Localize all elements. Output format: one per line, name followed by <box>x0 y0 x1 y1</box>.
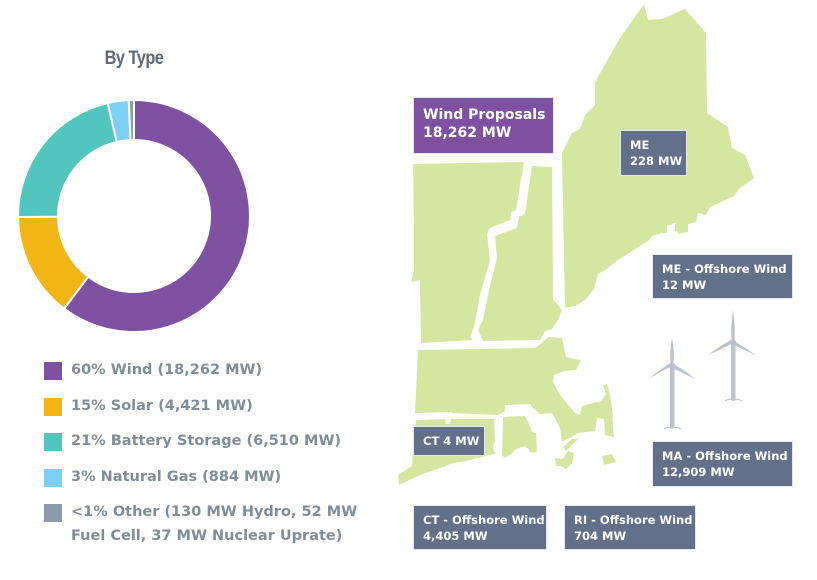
swatch-wind <box>44 362 62 380</box>
swatch-gas <box>44 468 62 487</box>
legend-label: 60% Wind (18,262 MW) <box>71 362 263 378</box>
me-offshore-title: ME - Offshore Wind <box>662 262 787 276</box>
legend-label: 21% Battery Storage (6,510 MW) <box>71 433 342 449</box>
wind-proposals-label: Wind Proposals 18,262 MW <box>414 98 553 153</box>
legend-item-battery: 21% Battery Storage (6,510 MW) <box>44 431 374 467</box>
legend-item-wind: 60% Wind (18,262 MW) <box>44 360 374 396</box>
state-vermont <box>411 162 524 343</box>
me-label-value: 228 MW <box>630 154 683 168</box>
wind-proposals-title: Wind Proposals <box>423 107 546 123</box>
state-ma <box>415 337 614 442</box>
ma-offshore-label: MA - Offshore Wind 12,909 MW <box>653 442 792 486</box>
legend-label: <1% Other (130 MW Hydro, 52 MW Fuel Cell… <box>71 500 357 548</box>
me-offshore-value: 12 MW <box>662 278 707 292</box>
wind-proposals-value: 18,262 MW <box>423 125 512 141</box>
ma-offshore-title: MA - Offshore Wind <box>662 449 788 463</box>
donut-slice-other <box>127 98 135 142</box>
me-label: ME 228 MW <box>621 131 686 175</box>
ri-offshore-value: 704 MW <box>574 529 627 543</box>
marthas-vineyard <box>555 451 574 469</box>
ct-offshore-title: CT - Offshore Wind <box>423 513 545 527</box>
ct-offshore-value: 4,405 MW <box>423 529 488 543</box>
donut-slice-battery-storage <box>17 101 118 218</box>
legend-label: 15% Solar (4,421 MW) <box>71 397 253 414</box>
swatch-other <box>44 504 62 522</box>
nantucket <box>602 454 616 465</box>
wind-turbine-1 <box>648 338 695 430</box>
wind-turbine-2 <box>708 310 757 402</box>
donut-slice-wind <box>62 98 251 333</box>
cape-cod <box>598 384 613 430</box>
me-offshore-label: ME - Offshore Wind 12 MW <box>653 255 792 298</box>
swatch-battery <box>44 433 62 451</box>
legend: 60% Wind (18,262 MW) 15% Solar (4,421 MW… <box>44 360 374 548</box>
state-shapes <box>398 4 754 485</box>
elizabeth-islands <box>563 439 578 451</box>
state-nh <box>478 166 562 341</box>
ct-label-title: CT 4 MW <box>423 434 480 448</box>
chart-title: By Type <box>104 48 164 69</box>
ri-offshore-title: RI - Offshore Wind <box>574 513 693 527</box>
legend-label: 3% Natural Gas (884 MW) <box>71 468 282 485</box>
legend-item-other: <1% Other (130 MW Hydro, 52 MW Fuel Cell… <box>44 502 374 548</box>
legend-label-line1: <1% Other (130 MW Hydro, 52 MW <box>71 504 358 520</box>
legend-label-line2: Fuel Cell, 37 MW Nuclear Uprate) <box>71 528 343 544</box>
legend-item-solar: 15% Solar (4,421 MW) <box>44 396 374 432</box>
ri-offshore-label: RI - Offshore Wind 704 MW <box>565 506 695 549</box>
donut-chart <box>16 98 251 333</box>
state-ri <box>502 416 537 458</box>
legend-item-gas: 3% Natural Gas (884 MW) <box>44 467 374 503</box>
ct-label: CT 4 MW <box>414 427 484 455</box>
ma-offshore-value: 12,909 MW <box>662 465 735 479</box>
swatch-solar <box>44 397 62 416</box>
me-label-title: ME <box>630 138 650 152</box>
ct-offshore-label: CT - Offshore Wind 4,405 MW <box>414 506 546 549</box>
